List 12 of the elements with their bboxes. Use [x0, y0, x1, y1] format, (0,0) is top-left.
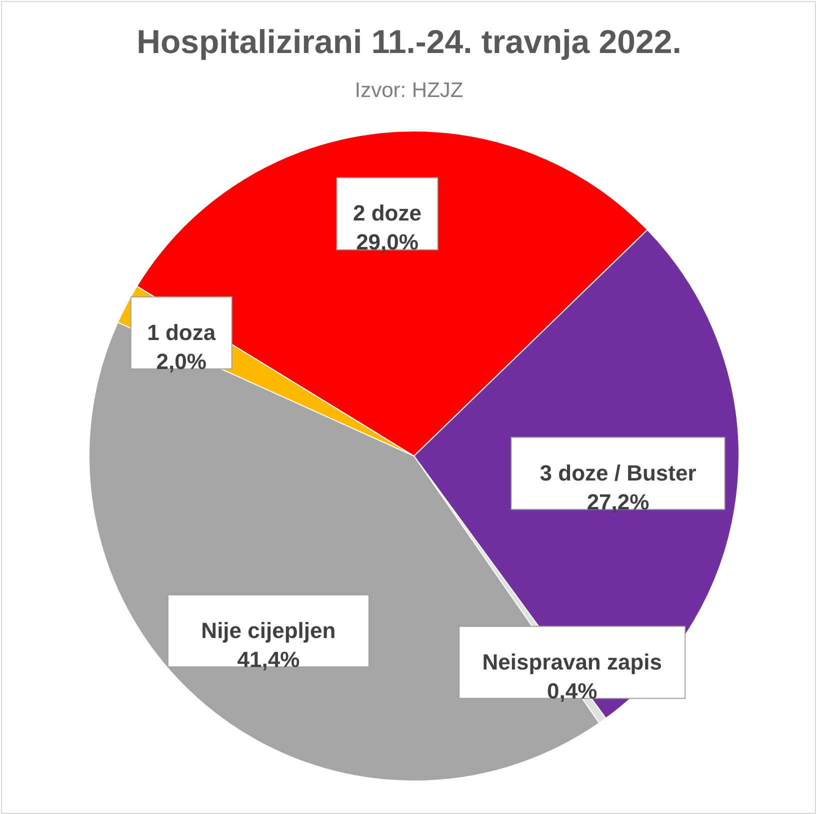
data-label: 27,2% — [586, 489, 650, 514]
chart-title: Hospitalizirani 11.-24. travnja 2022. — [136, 23, 682, 60]
slice-label: 2 doze — [353, 200, 422, 226]
data-label: 0,4% — [547, 678, 598, 704]
data-label: 41,4% — [237, 646, 300, 672]
slice-label: Nije cijepljen — [201, 618, 336, 643]
data-label: 29,0% — [356, 230, 418, 255]
slice-label: 1 doza — [147, 320, 216, 345]
data-label: 2,0% — [156, 348, 206, 374]
slice-label: 3 doze / Buster — [540, 460, 697, 486]
slice-label: Neispravan zapis — [482, 649, 662, 674]
chart-subtitle: Izvor: HZJZ — [354, 79, 464, 102]
